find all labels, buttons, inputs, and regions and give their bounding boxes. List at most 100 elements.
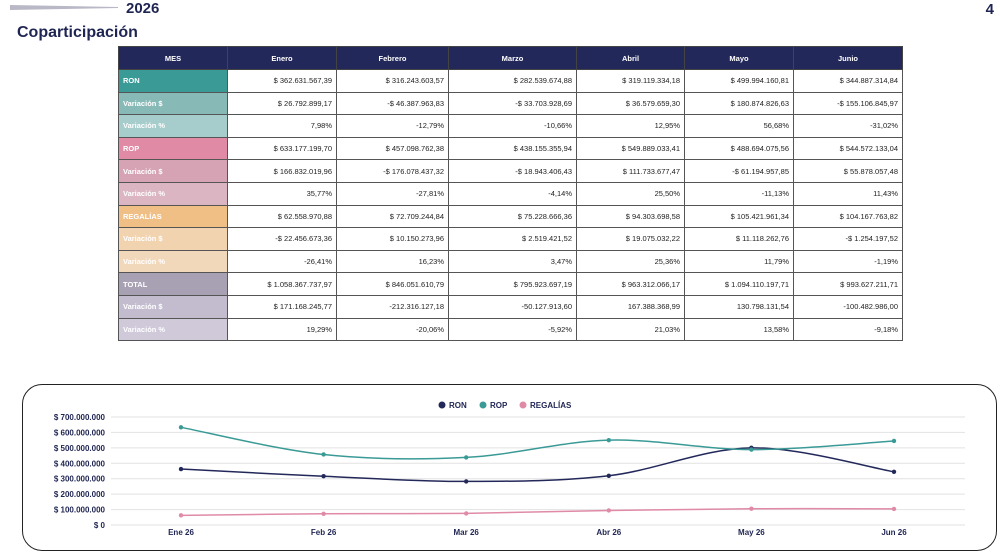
x-axis: Ene 26 Feb 26 Mar 26 Abr 26 May 26 Jun 26 bbox=[168, 528, 907, 537]
row-label: Variación $ bbox=[118, 91, 228, 116]
row-label: Variación % bbox=[118, 249, 228, 274]
data-point bbox=[749, 506, 754, 511]
table-cell: $ 55.878.057,48 bbox=[793, 159, 903, 183]
table-cell: -27,81% bbox=[336, 181, 449, 206]
legend-marker bbox=[479, 401, 487, 409]
table-cell: $ 1.058.367.737,97 bbox=[227, 272, 337, 296]
data-point bbox=[606, 437, 611, 443]
y-tick-label: $ 700.000.000 bbox=[54, 413, 106, 422]
data-point bbox=[749, 447, 754, 452]
table-row: Variación % 7,98% -12,79% -10,66% 12,95% 56,6… bbox=[118, 114, 903, 138]
table-cell: -9,18% bbox=[793, 317, 903, 342]
row-label: Variación $ bbox=[118, 159, 228, 183]
table-cell: $ 72.709.244,84 bbox=[336, 204, 449, 229]
table-row: Variación % 19,29% -20,06% -5,92% 21,03% 13,5… bbox=[118, 317, 903, 342]
table-cell: -$ 33.703.928,69 bbox=[448, 91, 577, 116]
table-cell: 3,47% bbox=[448, 249, 577, 274]
table-cell: 25,50% bbox=[576, 181, 685, 206]
table-cell: $ 26.792.899,17 bbox=[227, 91, 337, 116]
table-cell: $ 316.243.603,57 bbox=[336, 69, 449, 93]
table-cell: $ 993.627.211,71 bbox=[793, 272, 903, 296]
coparticipation-table: MES Enero Febrero Marzo Abril Mayo Junio… bbox=[118, 46, 903, 342]
table-header-row: MES Enero Febrero Marzo Abril Mayo Junio bbox=[118, 46, 903, 70]
table-cell: $ 180.874.826,63 bbox=[684, 91, 794, 116]
y-tick-label: $ 100.000.000 bbox=[54, 506, 106, 515]
table-cell: -31,02% bbox=[793, 114, 903, 138]
table-cell: $ 549.889.033,41 bbox=[576, 136, 685, 161]
table-cell: -12,79% bbox=[336, 114, 449, 138]
table-cell: -$ 61.194.957,85 bbox=[684, 159, 794, 183]
table-cell: 21,03% bbox=[576, 317, 685, 342]
y-tick-label: $ 300.000.000 bbox=[54, 475, 106, 484]
chart-legend: RON ROP REGALÍAS bbox=[438, 401, 572, 410]
table-cell: -$ 176.078.437,32 bbox=[336, 159, 449, 183]
data-point bbox=[606, 473, 611, 478]
chart-container: RON ROP REGALÍAS $ 0 $ 100.000.000 $ 200.000… bbox=[22, 384, 997, 551]
y-tick-label: $ 600.000.000 bbox=[54, 428, 106, 437]
table-cell: 11,79% bbox=[684, 249, 794, 274]
data-point bbox=[178, 466, 184, 472]
y-tick-label: $ 500.000.000 bbox=[54, 444, 106, 453]
chart-series bbox=[178, 425, 897, 518]
data-point bbox=[321, 474, 326, 479]
legend-marker bbox=[519, 401, 527, 409]
table-row: Variación $ $ 26.792.899,17 -$ 46.387.963,… bbox=[118, 91, 903, 116]
data-point bbox=[178, 513, 184, 518]
table-cell: $ 94.303.698,58 bbox=[576, 204, 685, 229]
y-axis: $ 0 $ 100.000.000 $ 200.000.000 $ 300.000.0… bbox=[54, 413, 106, 530]
table-cell: $ 344.887.314,84 bbox=[793, 69, 903, 93]
table-cell: $ 1.094.110.197,71 bbox=[684, 272, 794, 296]
table-cell: $ 19.075.032,22 bbox=[576, 227, 685, 251]
row-label: RON bbox=[118, 69, 228, 93]
table-cell: $ 10.150.273,96 bbox=[336, 227, 449, 251]
column-header: Abril bbox=[576, 46, 685, 70]
table-cell: 167.388.368,99 bbox=[576, 294, 685, 319]
header-year: 2026 bbox=[126, 0, 160, 17]
table-cell: 7,98% bbox=[227, 114, 337, 138]
column-header: Mayo bbox=[684, 46, 794, 70]
table-cell: $ 846.051.610,79 bbox=[336, 272, 449, 296]
x-tick-label: Jun 26 bbox=[881, 528, 907, 537]
table-row: RON $ 362.631.567,39 $ 316.243.603,57 $ 282… bbox=[118, 69, 903, 93]
row-label: Variación $ bbox=[118, 294, 228, 319]
table-cell: $ 457.098.762,38 bbox=[336, 136, 449, 161]
table-cell: $ 362.631.567,39 bbox=[227, 69, 337, 93]
table-cell: $ 488.694.075,56 bbox=[684, 136, 794, 161]
table-cell: -$ 46.387.963,83 bbox=[336, 91, 449, 116]
table-cell: -$ 1.254.197,52 bbox=[793, 227, 903, 251]
y-tick-label: $ 200.000.000 bbox=[54, 490, 106, 499]
data-point bbox=[891, 438, 897, 444]
table-cell: 56,68% bbox=[684, 114, 794, 138]
table-cell: -10,66% bbox=[448, 114, 577, 138]
y-tick-label: $ 0 bbox=[94, 521, 106, 530]
table-cell: 19,29% bbox=[227, 317, 337, 342]
data-point bbox=[321, 452, 326, 457]
row-label: Variación % bbox=[118, 114, 228, 138]
header-accent-bar bbox=[10, 5, 118, 10]
page-number: 4 bbox=[985, 1, 994, 18]
data-point bbox=[606, 508, 611, 513]
table-cell: $ 963.312.066,17 bbox=[576, 272, 685, 296]
table-cell: $ 11.118.262,76 bbox=[684, 227, 794, 251]
table-row: Variación $ $ 171.168.245,77 -212.316.127,… bbox=[118, 294, 903, 319]
x-tick-label: Feb 26 bbox=[311, 528, 337, 537]
column-header: Marzo bbox=[448, 46, 577, 70]
table-cell: $ 75.228.666,36 bbox=[448, 204, 577, 229]
table-row: REGALÍAS $ 62.558.970,88 $ 72.709.244,84 $ … bbox=[118, 204, 903, 229]
table-cell: $ 104.167.763,82 bbox=[793, 204, 903, 229]
legend-label: REGALÍAS bbox=[530, 401, 572, 410]
table-cell: $ 166.832.019,96 bbox=[227, 159, 337, 183]
data-point bbox=[178, 425, 184, 430]
table-cell: -100.482.986,00 bbox=[793, 294, 903, 319]
row-label: Variación % bbox=[118, 181, 228, 206]
table-cell: -$ 18.943.406,43 bbox=[448, 159, 577, 183]
table-cell: $ 633.177.199,70 bbox=[227, 136, 337, 161]
x-tick-label: Mar 26 bbox=[454, 528, 480, 537]
row-label: Variación % bbox=[118, 317, 228, 342]
table-cell: -4,14% bbox=[448, 181, 577, 206]
data-point bbox=[891, 469, 897, 474]
table-cell: -212.316.127,18 bbox=[336, 294, 449, 319]
table-row: ROP $ 633.177.199,70 $ 457.098.762,38 $ 438… bbox=[118, 136, 903, 161]
x-tick-label: May 26 bbox=[738, 528, 765, 537]
line-chart: RON ROP REGALÍAS $ 0 $ 100.000.000 $ 200.000… bbox=[54, 401, 965, 537]
